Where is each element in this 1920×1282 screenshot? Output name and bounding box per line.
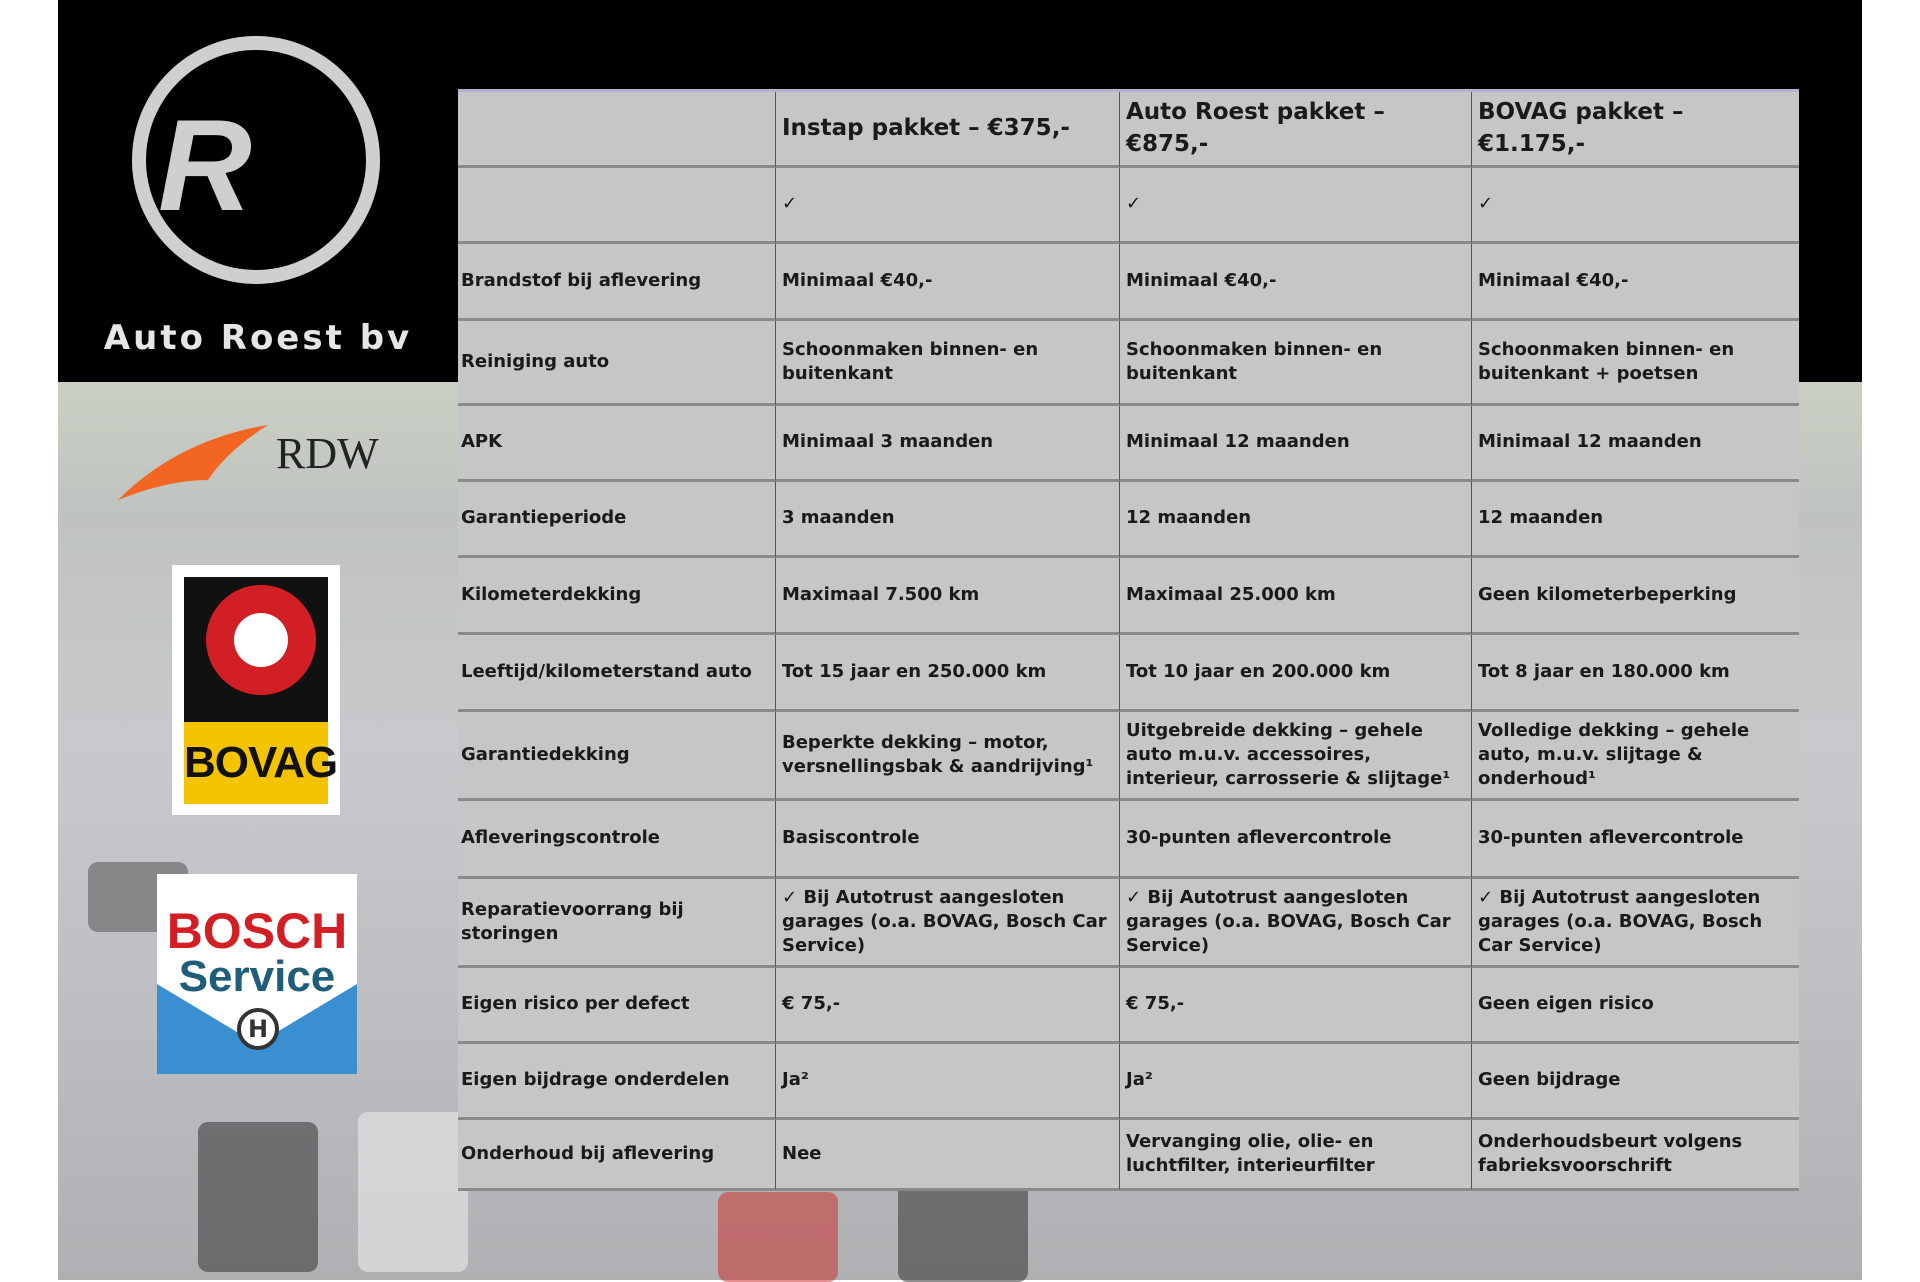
bosch-armature-icon: H: [237, 1008, 279, 1050]
row-label: Reiniging auto: [458, 321, 776, 406]
table-cell: € 75,-: [776, 968, 1120, 1044]
package-header: BOVAG pakket – €1.175,-: [1472, 92, 1799, 168]
table-cell: Basiscontrole: [776, 801, 1120, 879]
row-label: APK: [458, 406, 776, 482]
table-cell: Vervanging olie, olie- en luchtfilter, i…: [1120, 1120, 1472, 1191]
table-cell: 30-punten aflevercontrole: [1472, 801, 1799, 879]
table-cell: ✓: [1472, 168, 1799, 244]
table-cell: Tot 8 jaar en 180.000 km: [1472, 635, 1799, 712]
table-cell: 3 maanden: [776, 482, 1120, 558]
table-cell: 12 maanden: [1120, 482, 1472, 558]
table-cell: 12 maanden: [1472, 482, 1799, 558]
row-label: Onderhoud bij aflevering: [458, 1120, 776, 1191]
header-corner: [458, 92, 776, 168]
table-cell: Nee: [776, 1120, 1120, 1191]
logo-mark: R: [158, 92, 252, 238]
table-cell: Minimaal 3 maanden: [776, 406, 1120, 482]
table-cell: Minimaal €40,-: [1120, 244, 1472, 321]
table-cell: ✓: [776, 168, 1120, 244]
bosch-service-logo: BOSCH Service H: [157, 874, 357, 1074]
table-cell: Tot 15 jaar en 250.000 km: [776, 635, 1120, 712]
table-cell: ✓ Bij Autotrust aangesloten garages (o.a…: [1472, 879, 1799, 968]
table-cell: Volledige dekking – gehele auto, m.u.v. …: [1472, 712, 1799, 801]
table-cell: Beperkte dekking – motor, versnellingsba…: [776, 712, 1120, 801]
table-cell: Minimaal €40,-: [776, 244, 1120, 321]
table-cell: Geen eigen risico: [1472, 968, 1799, 1044]
table-cell: Minimaal 12 maanden: [1120, 406, 1472, 482]
table-cell: ✓ Bij Autotrust aangesloten garages (o.a…: [1120, 879, 1472, 968]
table-cell: Schoonmaken binnen- en buitenkant: [776, 321, 1120, 406]
row-label: Reparatievoorrang bij storingen: [458, 879, 776, 968]
package-header: Auto Roest pakket – €875,-: [1120, 92, 1472, 168]
table-cell: Maximaal 25.000 km: [1120, 558, 1472, 635]
auto-roest-logo: R Auto Roest bv: [58, 0, 458, 382]
table-cell: ✓: [1120, 168, 1472, 244]
table-cell: € 75,-: [1120, 968, 1472, 1044]
table-cell: Onderhoudsbeurt volgens fabrieksvoorschr…: [1472, 1120, 1799, 1191]
bovag-logo: BOVAG: [172, 565, 340, 815]
row-label: [458, 168, 776, 244]
row-label: Eigen risico per defect: [458, 968, 776, 1044]
service-text: Service: [178, 952, 336, 1001]
brand-name: Auto Roest bv: [103, 318, 413, 358]
package-header: Instap pakket – €375,-: [776, 92, 1120, 168]
table-cell: Maximaal 7.500 km: [776, 558, 1120, 635]
table-cell: Tot 10 jaar en 200.000 km: [1120, 635, 1472, 712]
table-cell: ✓ Bij Autotrust aangesloten garages (o.a…: [776, 879, 1120, 968]
table-cell: Schoonmaken binnen- en buitenkant + poet…: [1472, 321, 1799, 406]
package-comparison-table: Instap pakket – €375,- Auto Roest pakket …: [458, 89, 1799, 1191]
row-label: Garantieperiode: [458, 482, 776, 558]
table-cell: Geen kilometerbeperking: [1472, 558, 1799, 635]
table-cell: 30-punten aflevercontrole: [1120, 801, 1472, 879]
row-label: Afleveringscontrole: [458, 801, 776, 879]
rdw-wing-icon: [118, 425, 268, 500]
bosch-text: BOSCH: [166, 903, 348, 959]
table-cell: Minimaal €40,-: [1472, 244, 1799, 321]
table-cell: Ja²: [776, 1044, 1120, 1120]
table-cell: Uitgebreide dekking – gehele auto m.u.v.…: [1120, 712, 1472, 801]
rdw-logo: RDW: [118, 420, 398, 510]
table-cell: Geen bijdrage: [1472, 1044, 1799, 1120]
row-label: Garantiedekking: [458, 712, 776, 801]
table-cell: Minimaal 12 maanden: [1472, 406, 1799, 482]
table-cell: Ja²: [1120, 1044, 1472, 1120]
bovag-ring-icon: [206, 585, 316, 695]
bovag-text: BOVAG: [184, 722, 338, 804]
row-label: Brandstof bij aflevering: [458, 244, 776, 321]
row-label: Eigen bijdrage onderdelen: [458, 1044, 776, 1120]
row-label: Kilometerdekking: [458, 558, 776, 635]
table-cell: Schoonmaken binnen- en buitenkant: [1120, 321, 1472, 406]
rdw-text: RDW: [276, 429, 379, 478]
row-label: Leeftijd/kilometerstand auto: [458, 635, 776, 712]
